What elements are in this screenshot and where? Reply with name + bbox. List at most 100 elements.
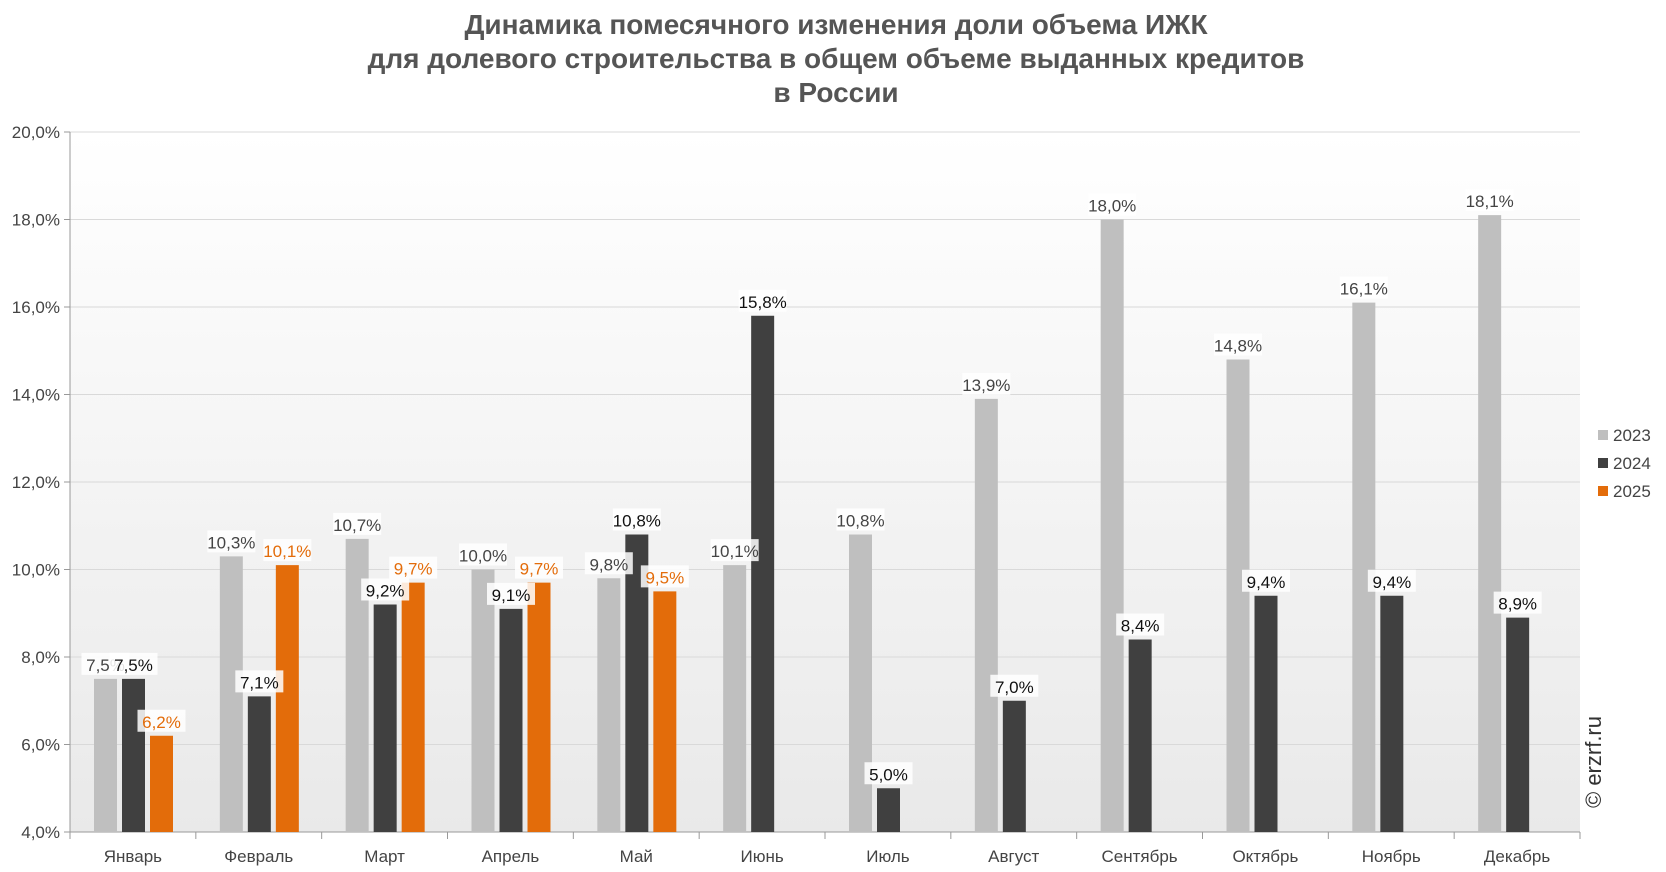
x-tick-label: Февраль	[224, 847, 293, 866]
data-label-2023-7: 10,8%	[836, 512, 884, 531]
data-labels: 7,5%7,5%6,2%10,3%7,1%10,1%10,7%9,2%9,7%1…	[81, 189, 1542, 785]
bar-2024-4	[499, 608, 523, 832]
y-tick-label: 6,0%	[21, 736, 60, 755]
data-label-bg	[1493, 591, 1542, 614]
chart-title: Динамика помесячного изменения доли объе…	[368, 9, 1305, 108]
data-label-2023-5: 9,8%	[589, 555, 628, 574]
x-tick-label: Январь	[104, 847, 162, 866]
data-label-2024-6: 15,8%	[739, 293, 787, 312]
chart-title-line: в России	[773, 77, 898, 108]
data-label-2024-9: 8,4%	[1121, 617, 1160, 636]
data-label-bg	[1465, 189, 1514, 212]
data-label-2024-3: 9,2%	[366, 582, 405, 601]
bar-2024-5	[625, 534, 649, 832]
data-label-2024-8: 7,0%	[995, 678, 1034, 697]
data-label-2024-11: 9,4%	[1372, 573, 1411, 592]
data-label-2023-10: 14,8%	[1214, 337, 1262, 356]
data-label-bg	[1116, 613, 1165, 636]
x-tick-label: Май	[620, 847, 653, 866]
data-label-bg	[235, 670, 284, 693]
bar-2024-8	[1002, 700, 1026, 832]
bar-2024-1	[122, 678, 145, 832]
bar-2023-1	[94, 678, 117, 832]
bar-2025-1	[150, 735, 173, 832]
data-label-2025-1: 6,2%	[142, 713, 181, 732]
y-tick-label: 20,0%	[12, 123, 60, 142]
watermark: © erzrf.ru	[1581, 716, 1606, 808]
bar-2025-2	[275, 565, 299, 832]
data-label-bg	[836, 508, 885, 531]
data-label-bg	[990, 674, 1039, 697]
bar-2023-8	[974, 398, 998, 832]
data-label-bg	[962, 372, 1011, 395]
bar-2023-12	[1478, 215, 1502, 832]
data-label-2023-2: 10,3%	[207, 533, 255, 552]
data-label-bg	[1367, 569, 1416, 592]
data-label-2023-3: 10,7%	[333, 516, 381, 535]
bar-2023-4	[471, 569, 495, 832]
data-label-bg	[459, 543, 507, 566]
x-tick-label: Ноябрь	[1362, 847, 1421, 866]
data-label-2024-5: 10,8%	[613, 512, 661, 531]
data-label-bg	[1339, 276, 1388, 299]
bar-2023-9	[1100, 219, 1124, 832]
bar-2025-4	[527, 582, 551, 832]
y-tick-label: 14,0%	[12, 386, 60, 405]
y-tick-label: 10,0%	[12, 561, 60, 580]
x-tick-label: Сентябрь	[1101, 847, 1177, 866]
chart-title-line: Динамика помесячного изменения доли объе…	[464, 9, 1208, 40]
data-label-bg	[864, 762, 913, 785]
bar-2025-3	[401, 582, 425, 832]
data-label-bg	[710, 539, 759, 562]
data-label-2023-12: 18,1%	[1466, 192, 1514, 211]
bar-2024-10	[1254, 595, 1278, 832]
data-label-bg	[263, 539, 312, 562]
legend-label-2024: 2024	[1613, 454, 1651, 473]
bar-2023-11	[1352, 302, 1376, 832]
x-tick-label: Апрель	[482, 847, 540, 866]
x-tick-label: Июнь	[740, 847, 783, 866]
data-label-bg	[738, 289, 787, 312]
bar-2023-3	[345, 538, 369, 832]
axes: 4,0% 6,0% 8,0% 10,0% 12,0% 14,0% 16,0% 18,0% 20,…	[12, 123, 1581, 866]
data-label-2023-9: 18,0%	[1088, 197, 1136, 216]
data-label-bg	[640, 565, 689, 588]
legend: 2023 2024 2025	[1598, 426, 1651, 501]
data-label-bg	[584, 552, 633, 575]
bar-2025-5	[653, 591, 677, 832]
bar-2023-10	[1226, 359, 1250, 832]
chart-title-line: для долевого строительства в общем объем…	[368, 43, 1305, 74]
data-label-2025-4: 9,7%	[520, 560, 559, 579]
data-label-2023-6: 10,1%	[711, 542, 759, 561]
legend-swatch-2024	[1598, 458, 1608, 468]
bar-2023-2	[219, 556, 243, 832]
bar-2024-2	[247, 696, 271, 832]
bar-2024-6	[751, 315, 775, 832]
data-label-bg	[109, 652, 158, 675]
data-label-2025-3: 9,7%	[394, 560, 433, 579]
data-label-bg	[612, 508, 661, 531]
data-label-2024-2: 7,1%	[240, 673, 279, 692]
y-tick-label: 18,0%	[12, 211, 60, 230]
x-tick-label: Октябрь	[1232, 847, 1298, 866]
y-tick-label: 12,0%	[12, 473, 60, 492]
data-label-2023-8: 13,9%	[962, 376, 1010, 395]
data-label-bg	[207, 530, 256, 553]
bar-2023-7	[849, 534, 872, 832]
y-tick-label: 16,0%	[12, 298, 60, 317]
y-tick-label: 8,0%	[21, 648, 60, 667]
bar-2024-12	[1506, 617, 1530, 832]
data-label-2023-11: 16,1%	[1340, 280, 1388, 299]
data-label-2024-12: 8,9%	[1498, 595, 1537, 614]
data-label-bg	[137, 709, 186, 732]
data-label-2025-5: 9,5%	[645, 568, 684, 587]
data-label-bg	[389, 556, 438, 579]
legend-label-2023: 2023	[1613, 426, 1651, 445]
bar-2024-11	[1380, 595, 1404, 832]
data-label-2024-4: 9,1%	[492, 586, 531, 605]
data-label-bg	[1214, 333, 1262, 356]
bar-2023-5	[597, 578, 621, 832]
legend-swatch-2025	[1598, 486, 1608, 496]
bar-2023-6	[723, 565, 747, 832]
